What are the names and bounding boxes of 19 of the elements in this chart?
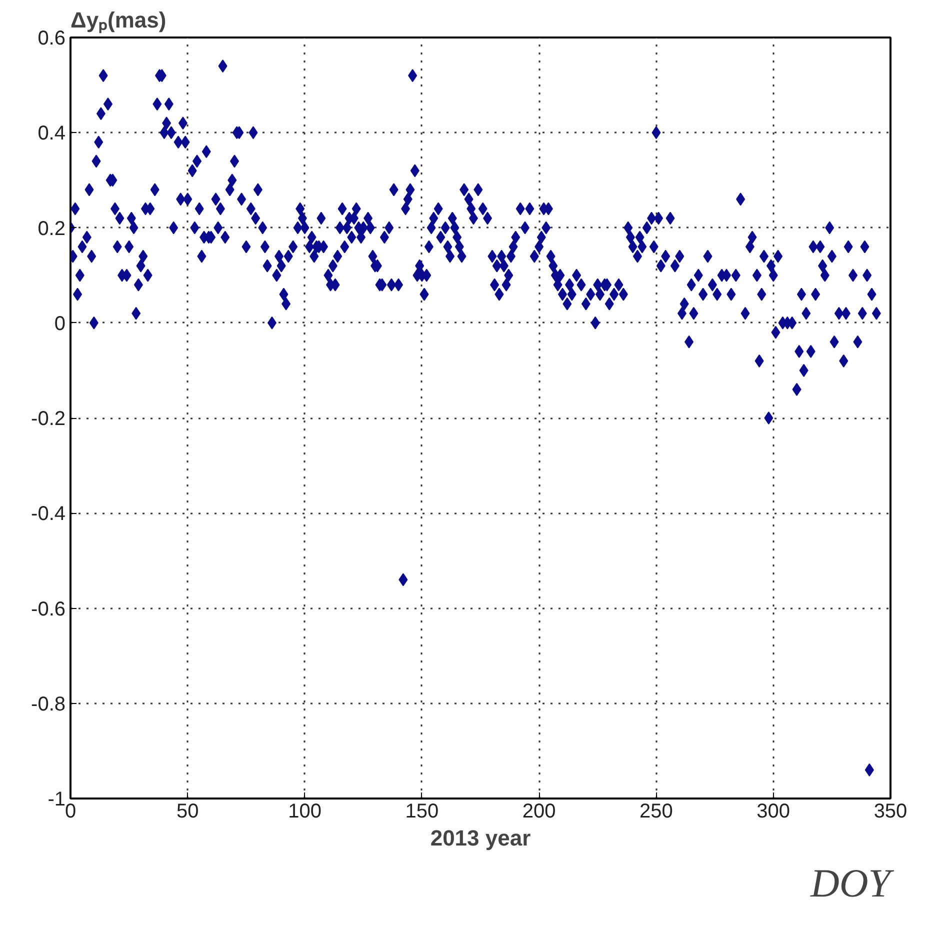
x-tick-label: 200 bbox=[522, 800, 556, 822]
y-tick-label: -0.8 bbox=[31, 693, 66, 716]
y-tick-label: 0.2 bbox=[38, 218, 66, 240]
y-tick-label: -0.4 bbox=[31, 503, 66, 526]
y-axis-title: Δyₚ(mas) bbox=[70, 8, 166, 34]
y-tick-label: 0.4 bbox=[38, 122, 66, 145]
y-tick-label: -0.6 bbox=[31, 598, 66, 620]
y-tick-label: 0.6 bbox=[38, 28, 66, 50]
text: DOY bbox=[809, 860, 894, 906]
x-axis-title: 2013 year bbox=[430, 826, 532, 850]
x-tick-label: 250 bbox=[640, 800, 673, 822]
y-tick-label: 0 bbox=[54, 312, 66, 335]
x-tick-label: 100 bbox=[288, 800, 322, 822]
y-tick-label: -0.2 bbox=[31, 408, 66, 430]
x-tick-label: 50 bbox=[176, 800, 199, 822]
x-tick-label: 350 bbox=[874, 800, 908, 822]
y-tick-label: -1 bbox=[48, 788, 66, 810]
x-tick-label: 150 bbox=[405, 800, 439, 822]
x-tick-label: 300 bbox=[756, 800, 790, 822]
